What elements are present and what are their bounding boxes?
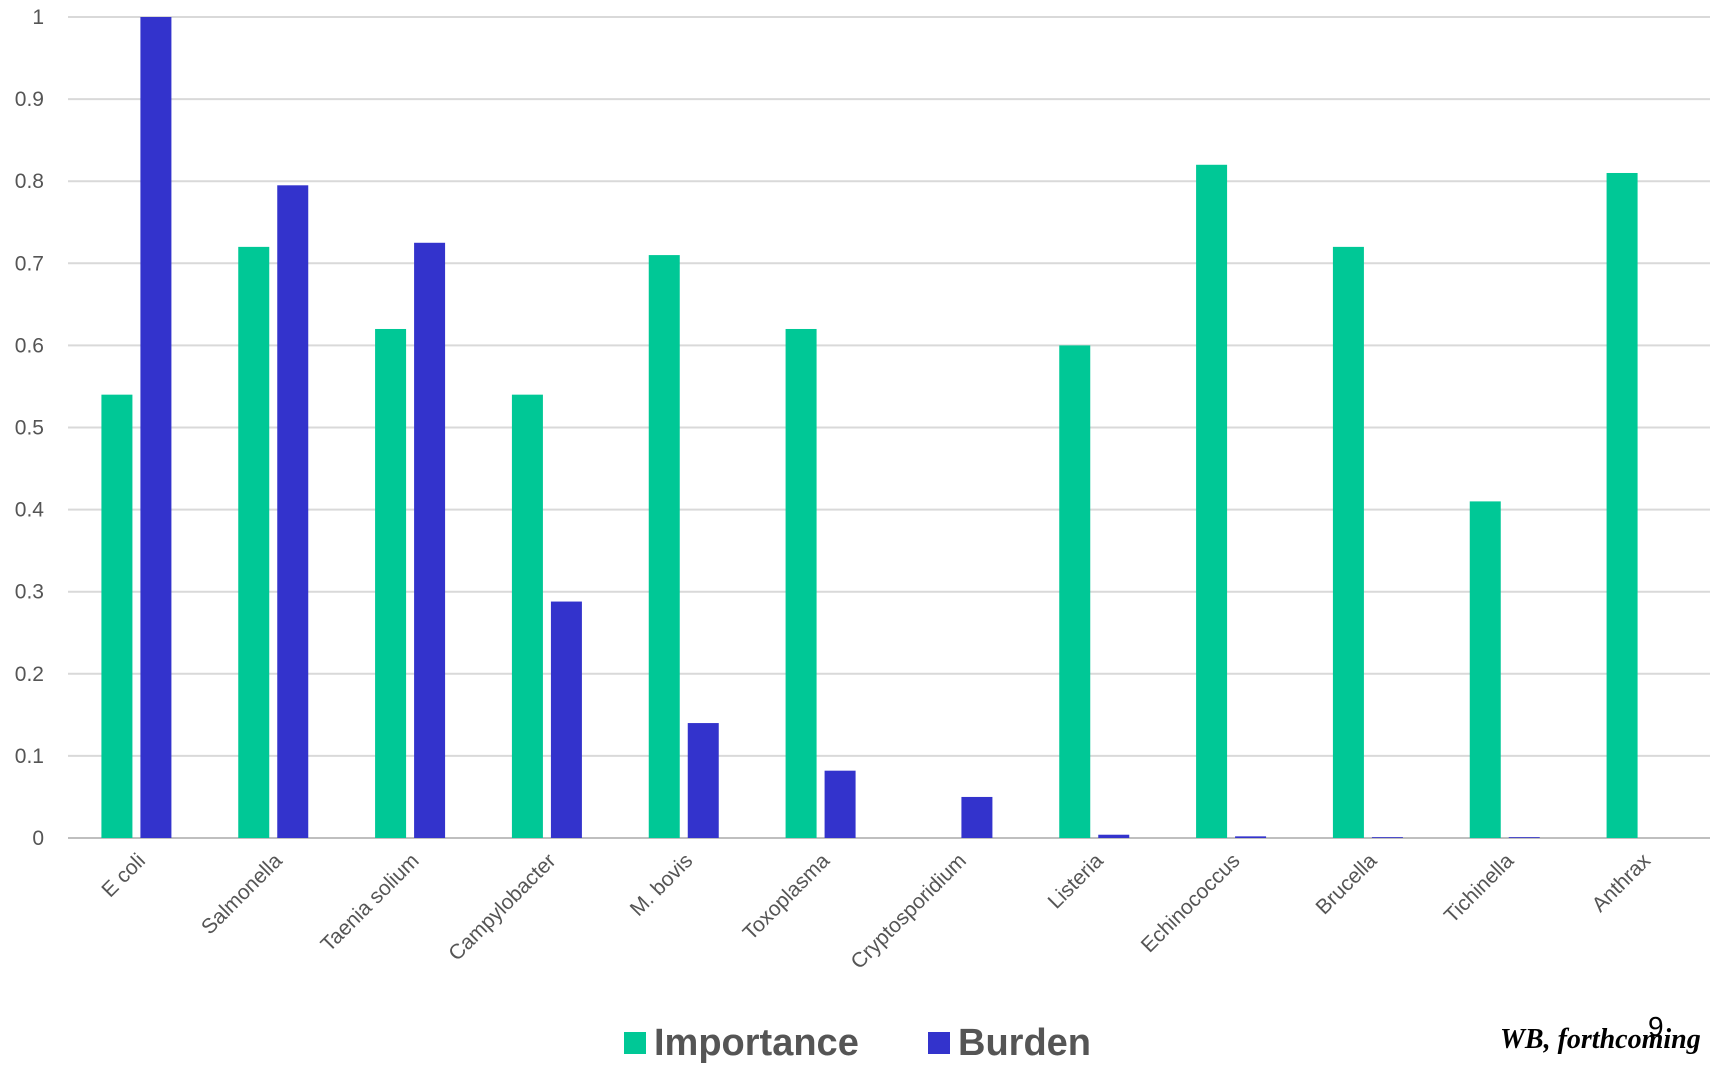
- bar-importance-5: [785, 328, 817, 838]
- x-tick-label: Salmonella: [197, 849, 287, 939]
- y-tick-label: 0.2: [15, 663, 44, 686]
- y-tick-label: 0.6: [15, 334, 44, 357]
- x-axis-ticks: E coli Salmonella Taenia solium Campylobact…: [97, 849, 1655, 974]
- bars: [101, 17, 1638, 839]
- y-tick-label: 0.4: [15, 499, 45, 522]
- x-tick-label: Campylobacter: [444, 849, 560, 965]
- y-tick-label: 1: [32, 6, 44, 29]
- y-tick-label: 0.3: [15, 581, 44, 604]
- bar-burden-1: [277, 185, 309, 838]
- bar-importance-0: [101, 394, 133, 838]
- y-axis-ticks: 0 0.1 0.2 0.3 0.4 0.5 0.6 0.7 0.8 0.9 1: [15, 6, 45, 850]
- legend: Importance Burden: [624, 1022, 1091, 1064]
- bar-importance-11: [1606, 172, 1638, 839]
- x-tick-label: Echinococcus: [1137, 849, 1245, 957]
- x-tick-label: Toxoplasma: [739, 849, 835, 945]
- bar-importance-3: [511, 394, 543, 838]
- bar-burden-3: [550, 601, 582, 838]
- x-tick-label: Taenia solium: [317, 849, 424, 956]
- bar-importance-2: [375, 328, 407, 838]
- bar-burden-9: [1371, 837, 1403, 838]
- legend-label-burden: Burden: [958, 1022, 1091, 1064]
- x-tick-label: Cryptosporidium: [847, 849, 971, 973]
- y-tick-label: 0: [32, 827, 44, 850]
- bar-burden-2: [414, 242, 446, 838]
- y-tick-label: 0.9: [15, 88, 44, 111]
- legend-swatch-importance: [624, 1032, 646, 1054]
- bar-burden-4: [687, 723, 719, 838]
- bar-burden-6: [961, 796, 993, 838]
- bar-importance-4: [648, 255, 680, 839]
- page-number: 9: [1648, 1011, 1664, 1042]
- x-tick-label: M. bovis: [626, 849, 698, 921]
- bar-importance-10: [1469, 501, 1501, 838]
- x-tick-label: E coli: [97, 849, 150, 902]
- legend-label-importance: Importance: [654, 1022, 859, 1064]
- bar-burden-10: [1508, 837, 1540, 838]
- source-credit: WB, forthcoming: [1500, 1024, 1701, 1055]
- bar-importance-7: [1059, 345, 1091, 838]
- bar-importance-9: [1332, 246, 1364, 838]
- bar-importance-1: [238, 246, 270, 838]
- legend-swatch-burden: [928, 1032, 950, 1054]
- x-tick-label: Brucella: [1312, 849, 1382, 919]
- bar-burden-8: [1235, 836, 1267, 838]
- y-tick-label: 0.5: [15, 417, 44, 440]
- bar-burden-5: [824, 770, 856, 838]
- gridlines: [68, 16, 1710, 839]
- y-tick-label: 0.8: [15, 170, 44, 193]
- x-tick-label: Anthrax: [1588, 849, 1656, 917]
- bar-importance-8: [1196, 164, 1228, 838]
- x-tick-label: Listeria: [1044, 849, 1108, 913]
- x-tick-label: Tichinella: [1440, 849, 1519, 928]
- y-tick-label: 0.1: [15, 745, 44, 768]
- y-tick-label: 0.7: [15, 252, 44, 275]
- bar-burden-7: [1098, 834, 1130, 838]
- bar-burden-0: [140, 17, 172, 838]
